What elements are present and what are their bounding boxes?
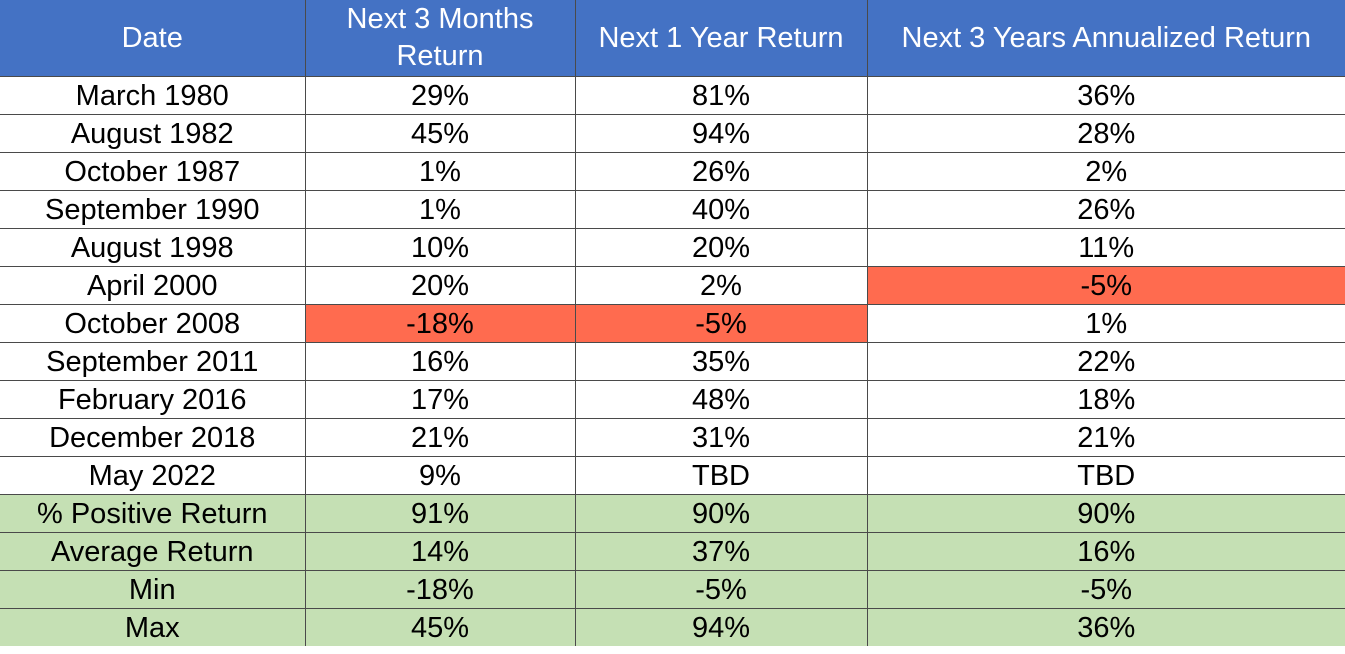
cell-next-3-months-return: -18% <box>304 304 576 343</box>
table-row: September 1990 1% 40% 26% <box>0 190 1345 229</box>
cell-next-1-year-return: TBD <box>574 456 868 495</box>
cell-next-3-years-annualized-return: 36% <box>866 76 1345 115</box>
summary-row: Max 45% 94% 36% <box>0 608 1345 646</box>
cell-next-3-months-return: -18% <box>304 570 576 609</box>
cell-next-1-year-return: 35% <box>574 342 868 381</box>
table-row: October 2008 -18% -5% 1% <box>0 304 1345 343</box>
cell-next-3-years-annualized-return: 90% <box>866 494 1345 533</box>
cell-date: August 1998 <box>0 228 306 267</box>
cell-next-1-year-return: 81% <box>574 76 868 115</box>
cell-next-3-months-return: 16% <box>304 342 576 381</box>
table-row: August 1998 10% 20% 11% <box>0 228 1345 267</box>
cell-date: May 2022 <box>0 456 306 495</box>
cell-date: % Positive Return <box>0 494 306 533</box>
cell-next-1-year-return: 20% <box>574 228 868 267</box>
table-row: May 2022 9% TBD TBD <box>0 456 1345 495</box>
cell-date: October 2008 <box>0 304 306 343</box>
cell-next-3-years-annualized-return: 26% <box>866 190 1345 229</box>
cell-next-3-years-annualized-return: 11% <box>866 228 1345 267</box>
cell-date: October 1987 <box>0 152 306 191</box>
table-row: March 1980 29% 81% 36% <box>0 76 1345 115</box>
cell-next-3-months-return: 1% <box>304 190 576 229</box>
table-body: March 1980 29% 81% 36% August 1982 45% 94% 28% O… <box>0 76 1345 646</box>
cell-date: March 1980 <box>0 76 306 115</box>
cell-date: September 2011 <box>0 342 306 381</box>
cell-next-1-year-return: -5% <box>574 304 868 343</box>
cell-next-3-years-annualized-return: 16% <box>866 532 1345 571</box>
column-header-next-3-years-annualized-return: Next 3 Years Annualized Return <box>866 0 1345 77</box>
cell-next-3-months-return: 29% <box>304 76 576 115</box>
cell-next-3-years-annualized-return: 18% <box>866 380 1345 419</box>
cell-date: April 2000 <box>0 266 306 305</box>
cell-next-3-years-annualized-return: -5% <box>866 266 1345 305</box>
cell-next-3-months-return: 21% <box>304 418 576 457</box>
table-header: Date Next 3 Months Return Next 1 Year Re… <box>0 0 1345 77</box>
cell-next-3-months-return: 20% <box>304 266 576 305</box>
cell-next-3-years-annualized-return: 22% <box>866 342 1345 381</box>
cell-next-1-year-return: 26% <box>574 152 868 191</box>
column-header-date: Date <box>0 0 306 77</box>
table-row: September 2011 16% 35% 22% <box>0 342 1345 381</box>
cell-next-3-years-annualized-return: 21% <box>866 418 1345 457</box>
column-header-next-1-year-return: Next 1 Year Return <box>574 0 868 77</box>
table-row: February 2016 17% 48% 18% <box>0 380 1345 419</box>
cell-next-1-year-return: 48% <box>574 380 868 419</box>
cell-date: Min <box>0 570 306 609</box>
table-row: April 2000 20% 2% -5% <box>0 266 1345 305</box>
cell-next-1-year-return: 31% <box>574 418 868 457</box>
cell-date: Max <box>0 608 306 646</box>
cell-date: August 1982 <box>0 114 306 153</box>
cell-next-3-months-return: 1% <box>304 152 576 191</box>
cell-next-3-years-annualized-return: 28% <box>866 114 1345 153</box>
cell-next-3-months-return: 91% <box>304 494 576 533</box>
cell-next-3-months-return: 10% <box>304 228 576 267</box>
summary-row: % Positive Return 91% 90% 90% <box>0 494 1345 533</box>
cell-next-3-years-annualized-return: TBD <box>866 456 1345 495</box>
cell-next-1-year-return: 40% <box>574 190 868 229</box>
cell-date: Average Return <box>0 532 306 571</box>
cell-next-3-months-return: 45% <box>304 608 576 646</box>
cell-next-3-years-annualized-return: 36% <box>866 608 1345 646</box>
cell-next-1-year-return: 90% <box>574 494 868 533</box>
cell-next-3-years-annualized-return: 2% <box>866 152 1345 191</box>
summary-row: Average Return 14% 37% 16% <box>0 532 1345 571</box>
table-row: August 1982 45% 94% 28% <box>0 114 1345 153</box>
cell-next-1-year-return: 37% <box>574 532 868 571</box>
summary-row: Min -18% -5% -5% <box>0 570 1345 609</box>
table-row: December 2018 21% 31% 21% <box>0 418 1345 457</box>
table-row: October 1987 1% 26% 2% <box>0 152 1345 191</box>
cell-next-1-year-return: 2% <box>574 266 868 305</box>
cell-next-1-year-return: 94% <box>574 114 868 153</box>
column-header-next-3-months-return: Next 3 Months Return <box>304 0 576 77</box>
cell-next-3-months-return: 17% <box>304 380 576 419</box>
cell-next-3-years-annualized-return: 1% <box>866 304 1345 343</box>
cell-date: February 2016 <box>0 380 306 419</box>
cell-date: September 1990 <box>0 190 306 229</box>
cell-next-3-years-annualized-return: -5% <box>866 570 1345 609</box>
cell-next-1-year-return: 94% <box>574 608 868 646</box>
cell-next-3-months-return: 14% <box>304 532 576 571</box>
cell-date: December 2018 <box>0 418 306 457</box>
cell-next-3-months-return: 9% <box>304 456 576 495</box>
cell-next-1-year-return: -5% <box>574 570 868 609</box>
header-row: Date Next 3 Months Return Next 1 Year Re… <box>0 0 1345 77</box>
cell-next-3-months-return: 45% <box>304 114 576 153</box>
